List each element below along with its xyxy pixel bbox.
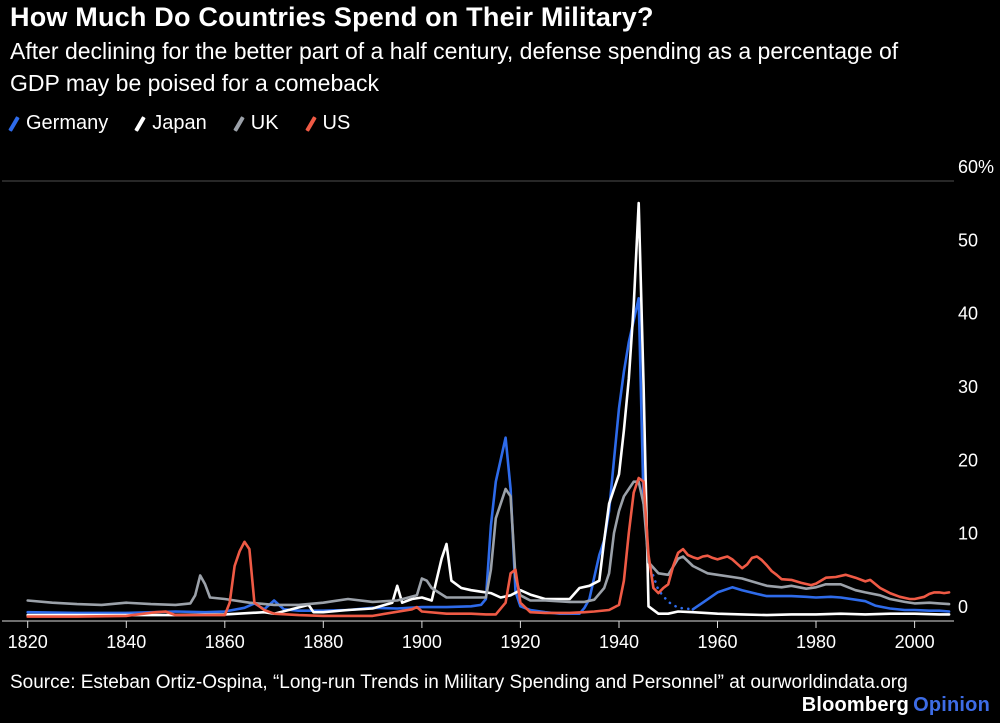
series-line-germany: [691, 585, 951, 613]
y-tick-label: 10: [958, 524, 978, 544]
y-tick-label: 40: [958, 304, 978, 324]
legend-item-germany: Germany: [8, 112, 109, 135]
series-line-germany: [26, 297, 645, 616]
chart-title: How Much Do Countries Spend on Their Mil…: [10, 2, 654, 32]
legend-item-us: US: [304, 112, 351, 135]
x-tick-label: 1860: [205, 632, 245, 652]
legend-swatch-icon: [8, 115, 20, 132]
x-tick-label: 1880: [303, 632, 343, 652]
series-line-us: [26, 476, 951, 618]
x-tick-label: 1960: [697, 632, 737, 652]
legend-label: UK: [250, 112, 279, 134]
legend-label: US: [322, 112, 351, 134]
x-tick-label: 1920: [500, 632, 540, 652]
source-note: Source: Esteban Ortiz-Ospina, “Long-run …: [10, 672, 908, 693]
legend-item-uk: UK: [233, 112, 279, 135]
y-tick-label: 50: [958, 230, 978, 250]
series-line-uk: [26, 480, 951, 607]
x-tick-label: 1900: [402, 632, 442, 652]
legend-label: Germany: [26, 112, 109, 134]
footer-brand: Bloomberg Opinion: [802, 694, 990, 717]
legend: Germany Japan UK US: [8, 112, 351, 135]
x-tick-label: 1840: [106, 632, 146, 652]
legend-swatch-icon: [134, 115, 146, 132]
y-tick-label: 0: [958, 597, 968, 617]
brand-bloomberg: Bloomberg: [801, 694, 910, 716]
brand-opinion: Opinion: [913, 694, 990, 716]
chart-svg: 0 10 20 30 40 50 60% 1820 1840 1860 1880 1900 1920 19…: [2, 157, 994, 652]
x-tick-label: 1980: [796, 632, 836, 652]
legend-swatch-icon: [304, 115, 317, 132]
x-tick-label: 1820: [8, 632, 48, 652]
chart-subtitle: After declining for the better part of a…: [10, 38, 899, 96]
y-tick-label: 60%: [958, 157, 994, 177]
y-tick-label: 30: [958, 377, 978, 397]
x-tick-label: 2000: [895, 632, 935, 652]
legend-label: Japan: [152, 112, 207, 134]
legend-swatch-icon: [233, 115, 245, 132]
x-tick-label: 1940: [599, 632, 639, 652]
series-line-germany: [642, 502, 695, 611]
series-line-japan: [26, 201, 951, 617]
legend-item-japan: Japan: [134, 112, 207, 135]
y-tick-label: 20: [958, 450, 978, 470]
